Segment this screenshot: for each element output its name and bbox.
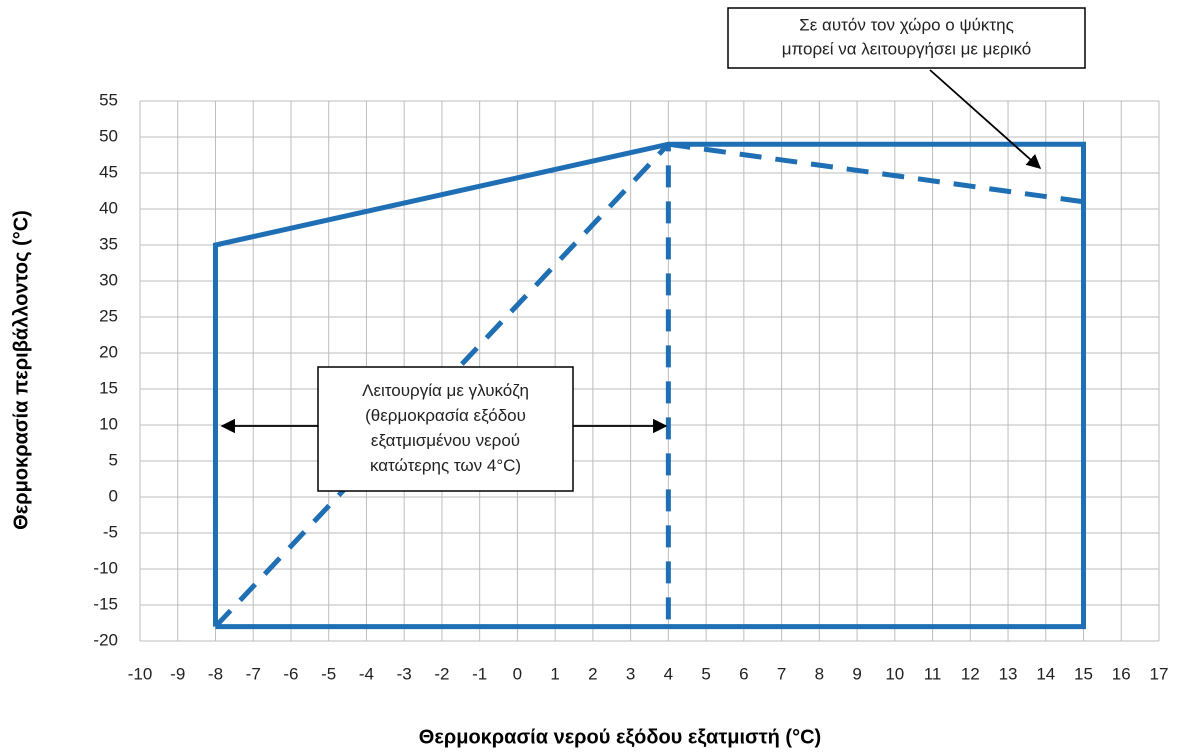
x-tick-label: 14: [1036, 664, 1055, 683]
y-tick-label: 45: [99, 162, 118, 181]
annotation-text: (θερμοκρασία εξόδου: [365, 406, 526, 425]
x-tick-label: 11: [924, 664, 942, 683]
series-line: [212, 141, 1087, 630]
x-tick-label: -10: [128, 664, 153, 683]
y-tick-label: 0: [109, 486, 118, 505]
annotation-box: [317, 366, 574, 492]
y-tick-label: 40: [99, 198, 118, 217]
x-tick-label: 3: [626, 664, 635, 683]
x-tick-label: 10: [885, 664, 904, 683]
x-tick-label: -7: [246, 664, 261, 683]
x-tick-label: 12: [961, 664, 980, 683]
x-tick-label: 4: [664, 664, 673, 683]
x-tick-label: -3: [397, 664, 412, 683]
y-tick-label: 20: [99, 342, 118, 361]
x-tick-label: -5: [321, 664, 336, 683]
x-tick-label: 7: [777, 664, 786, 683]
annotation-text: Λειτουργία με γλυκόζη: [362, 381, 529, 400]
annotation-box: [727, 7, 1086, 69]
y-axis-label: Θερμοκρασία περιβάλλοντος (°C): [10, 210, 32, 530]
y-tick-label: 35: [99, 234, 118, 253]
y-tick-label: 25: [99, 306, 118, 325]
y-tick-label: -10: [93, 558, 118, 577]
x-tick-label: -8: [208, 664, 223, 683]
x-tick-label: 15: [1074, 664, 1093, 683]
y-tick-label: 50: [99, 126, 118, 145]
x-tick-label: 2: [588, 664, 597, 683]
y-tick-label: -15: [93, 594, 118, 613]
y-tick-label: 10: [99, 414, 118, 433]
x-tick-label: 17: [1150, 664, 1169, 683]
x-tick-label: 16: [1112, 664, 1131, 683]
y-tick-label: 15: [99, 378, 118, 397]
x-tick-label: 6: [739, 664, 748, 683]
x-tick-label: -2: [434, 664, 449, 683]
annotation-text: εξατμισμένου νερού: [371, 431, 520, 450]
x-axis-label: Θερμοκρασία νερού εξόδου εξατμιστή (°C): [419, 726, 821, 748]
y-tick-label: 5: [109, 450, 118, 469]
x-tick-label: 9: [852, 664, 861, 683]
y-tick-label: 55: [99, 90, 118, 109]
x-tick-label: 1: [550, 664, 559, 683]
x-tick-label: -6: [283, 664, 298, 683]
y-tick-label: -5: [103, 522, 118, 541]
x-tick-label: -4: [359, 664, 374, 683]
x-tick-label: 13: [999, 664, 1018, 683]
annotation-text: μπορεί να λειτουργήσει με μερικό: [782, 39, 1031, 58]
annotation-text: κατώτερης των 4°C): [370, 456, 521, 475]
x-tick-label: 8: [815, 664, 824, 683]
x-tick-label: -1: [472, 664, 487, 683]
y-tick-label: 30: [99, 270, 118, 289]
x-tick-label: -9: [170, 664, 185, 683]
x-tick-label: 5: [701, 664, 710, 683]
y-tick-label: -20: [93, 630, 118, 649]
annotation-arrow: [929, 69, 1042, 169]
annotation-text: Σε αυτόν τον χώρο ο ψύκτης: [799, 15, 1014, 34]
x-tick-label: 0: [513, 664, 522, 683]
